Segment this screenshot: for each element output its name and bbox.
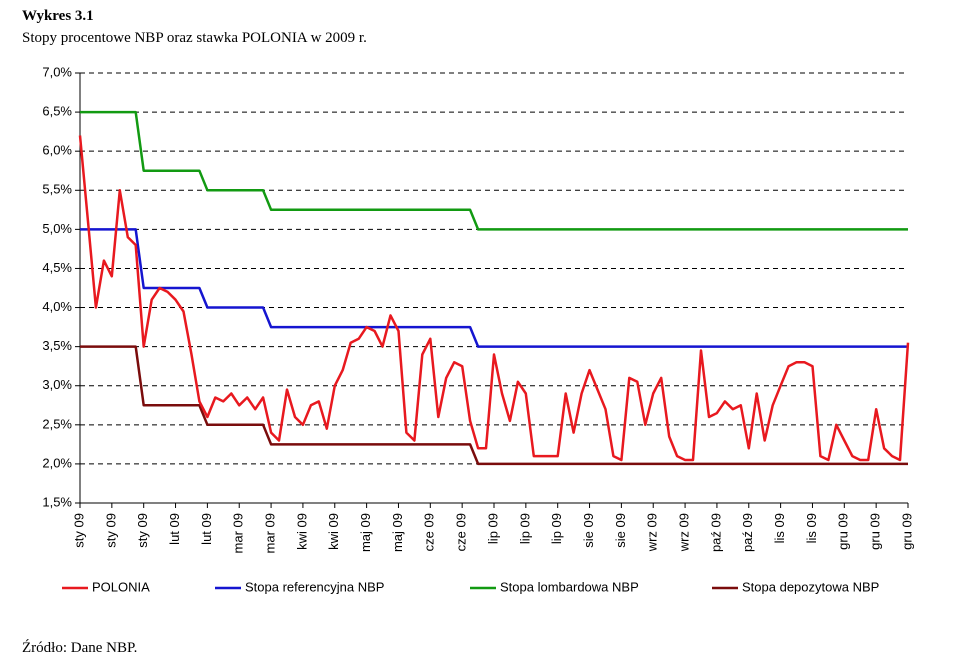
y-tick-label: 5,5%	[42, 182, 72, 197]
x-tick-label: sie 09	[613, 513, 628, 548]
x-tick-label: maj 09	[358, 513, 373, 552]
x-tick-label: paź 09	[740, 513, 755, 552]
legend-label: Stopa lombardowa NBP	[500, 579, 639, 594]
x-tick-label: kwi 09	[294, 513, 309, 550]
x-tick-label: gru 09	[868, 513, 883, 550]
y-tick-label: 7,0%	[42, 64, 72, 79]
x-tick-label: mar 09	[263, 513, 278, 553]
x-tick-label: maj 09	[390, 513, 405, 552]
x-tick-label: lis 09	[804, 513, 819, 543]
x-tick-label: kwi 09	[326, 513, 341, 550]
x-tick-label: sty 09	[103, 513, 118, 548]
x-tick-label: cze 09	[422, 513, 437, 551]
x-tick-label: wrz 09	[645, 513, 660, 552]
x-tick-label: lip 09	[549, 513, 564, 544]
legend-label: Stopa depozytowa NBP	[742, 579, 879, 594]
legend-label: Stopa referencyjna NBP	[245, 579, 384, 594]
x-tick-label: lis 09	[772, 513, 787, 543]
x-tick-label: mar 09	[231, 513, 246, 553]
x-tick-label: sty 09	[135, 513, 150, 548]
y-tick-label: 4,0%	[42, 299, 72, 314]
chart-label: Wykres 3.1	[22, 8, 94, 24]
x-tick-label: gru 09	[836, 513, 851, 550]
x-tick-label: lip 09	[485, 513, 500, 544]
y-tick-label: 3,5%	[42, 338, 72, 353]
y-tick-label: 6,0%	[42, 143, 72, 158]
x-tick-label: lut 09	[167, 513, 182, 545]
legend-label: POLONIA	[92, 579, 150, 594]
series-line	[80, 345, 908, 466]
series-line	[78, 135, 910, 462]
x-tick-label: lip 09	[517, 513, 532, 544]
x-tick-label: wrz 09	[677, 513, 692, 552]
series-line	[80, 228, 908, 348]
x-tick-label: paź 09	[708, 513, 723, 552]
y-tick-label: 4,5%	[42, 260, 72, 275]
x-tick-label: sie 09	[581, 513, 596, 548]
y-tick-label: 2,5%	[42, 416, 72, 431]
x-tick-label: gru 09	[899, 513, 914, 550]
x-tick-label: lut 09	[199, 513, 214, 545]
y-tick-label: 6,5%	[42, 104, 72, 119]
y-tick-label: 5,0%	[42, 221, 72, 236]
x-tick-label: cze 09	[454, 513, 469, 551]
series-line	[80, 110, 908, 231]
y-tick-label: 3,0%	[42, 377, 72, 392]
chart-subtitle: Stopy procentowe NBP oraz stawka POLONIA…	[22, 30, 367, 46]
x-tick-label: sty 09	[71, 513, 86, 548]
y-tick-label: 1,5%	[42, 494, 72, 509]
source-note: Źródło: Dane NBP.	[22, 639, 137, 656]
y-tick-label: 2,0%	[42, 455, 72, 470]
